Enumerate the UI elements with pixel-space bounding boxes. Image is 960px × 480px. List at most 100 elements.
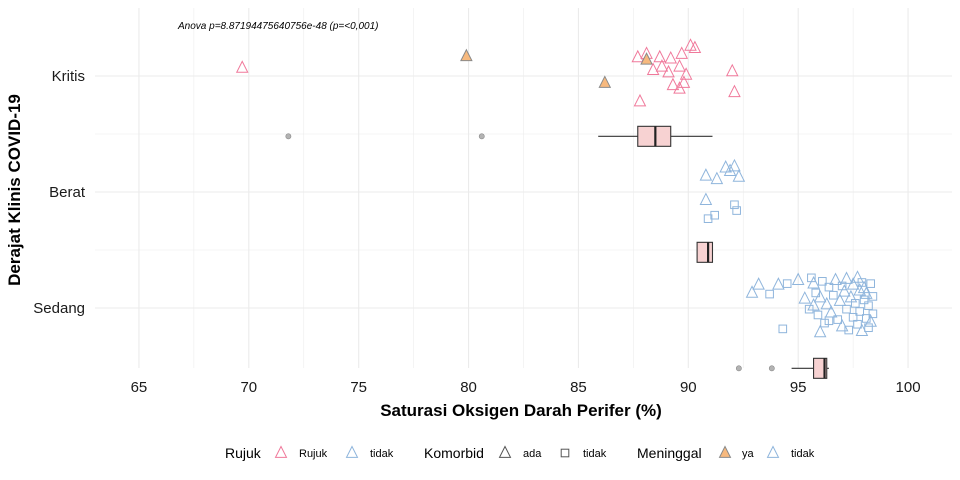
point-sedang: [745, 285, 759, 298]
point-sedang: [818, 277, 827, 286]
x-tick-label: 65: [131, 379, 148, 396]
legend-triangle-key: [274, 445, 288, 458]
legend-title-komorbid: Komorbid: [424, 445, 484, 461]
point-sedang: [798, 291, 812, 304]
point-kritis: [598, 75, 612, 88]
outlier-point: [768, 365, 775, 372]
x-axis-ticks: 65 70 75 80 85 90 95 100: [131, 379, 921, 396]
point-sedang: [782, 279, 792, 288]
point-sedang: [864, 314, 878, 327]
point-sedang: [859, 295, 869, 305]
point-sedang: [824, 316, 834, 326]
y-axis-categories: Kritis Berat Sedang: [33, 68, 86, 317]
point-sedang: [855, 307, 865, 316]
legend-title-rujuk: Rujuk: [225, 445, 262, 461]
x-tick-label: 85: [570, 379, 587, 396]
point-kritis: [633, 93, 647, 107]
legend-triangle-key: [498, 445, 512, 458]
point-berat: [719, 159, 732, 173]
point-berat: [723, 163, 737, 176]
point-sedang: [848, 312, 858, 322]
legend-item-label: tidak: [370, 448, 394, 460]
point-kritis: [666, 77, 680, 91]
anova-annotation: Anova p=8.87194475640756e-48 (p=<0,001): [177, 21, 378, 32]
point-sedang: [829, 272, 842, 286]
point-kritis: [677, 75, 691, 88]
outlier-point: [285, 133, 292, 140]
point-sedang: [813, 289, 827, 303]
point-kritis: [646, 62, 660, 76]
point-sedang: [829, 290, 838, 300]
point-sedang: [824, 282, 834, 292]
point-berat: [710, 210, 719, 220]
point-berat: [710, 171, 724, 185]
point-sedang: [778, 324, 788, 334]
point-kritis: [673, 59, 686, 72]
point-sedang: [833, 293, 847, 306]
point-kritis: [728, 84, 741, 98]
point-kritis: [653, 49, 667, 63]
point-sedang: [838, 284, 851, 297]
x-tick-label: 90: [680, 379, 697, 396]
point-berat: [699, 192, 713, 205]
point-sedang: [835, 318, 849, 332]
x-tick-label: 95: [790, 379, 807, 396]
point-kritis: [725, 63, 739, 77]
point-sedang: [840, 271, 853, 284]
point-sedang: [752, 277, 765, 290]
point-kritis: [640, 52, 653, 65]
point-kritis: [688, 40, 702, 54]
point-sedang: [844, 325, 854, 335]
legend-item-label: ya: [742, 448, 755, 460]
legend-title-meninggal: Meninggal: [637, 445, 702, 461]
box: [696, 241, 714, 263]
x-tick-label: 70: [240, 379, 257, 396]
point-kritis: [675, 46, 689, 59]
point-sedang: [868, 292, 878, 301]
legend-triangle-key: [345, 445, 359, 458]
gridlines: [95, 8, 952, 368]
point-sedang: [842, 304, 851, 314]
point-kritis: [631, 49, 645, 63]
boxplot-sedang: [735, 357, 829, 379]
point-sedang: [862, 314, 871, 323]
point-sedang: [804, 304, 814, 314]
point-berat: [728, 158, 741, 172]
point-sedang: [813, 324, 827, 338]
outlier-point: [735, 365, 742, 372]
x-tick-label: 80: [460, 379, 477, 396]
point-sedang: [851, 270, 864, 283]
y-category-label: Sedang: [33, 300, 85, 317]
point-kritis: [235, 60, 249, 73]
point-berat: [732, 169, 746, 182]
legend-square-key: [560, 448, 570, 458]
point-sedang: [807, 275, 820, 289]
point-berat: [732, 206, 741, 215]
outlier-point: [478, 133, 485, 140]
point-sedang: [772, 277, 785, 290]
x-tick-label: 75: [350, 379, 367, 396]
point-sedang: [853, 319, 862, 329]
point-sedang: [813, 310, 823, 320]
boxplot-kritis: [285, 125, 713, 147]
point-berat: [699, 168, 713, 181]
point-sedang: [864, 301, 873, 310]
legend: Rujuk Rujuk tidak Komorbid ada tidak Meninggal…: [225, 445, 815, 461]
legend-item-label: ada: [523, 448, 542, 460]
data-points: [235, 38, 878, 338]
point-kritis: [662, 64, 675, 78]
point-berat: [730, 200, 739, 210]
point-kritis: [460, 48, 473, 62]
point-sedang: [820, 318, 829, 328]
point-sedang: [791, 272, 805, 286]
point-sedang: [864, 323, 873, 333]
point-sedang: [866, 279, 875, 288]
point-sedang: [833, 315, 843, 324]
y-axis-title: Derajat Klinis COVID-19: [5, 94, 24, 286]
x-axis-title: Saturasi Oksigen Darah Perifer (%): [380, 401, 662, 420]
legend-item-label: tidak: [791, 448, 815, 460]
legend-item-label: Rujuk: [299, 448, 328, 460]
